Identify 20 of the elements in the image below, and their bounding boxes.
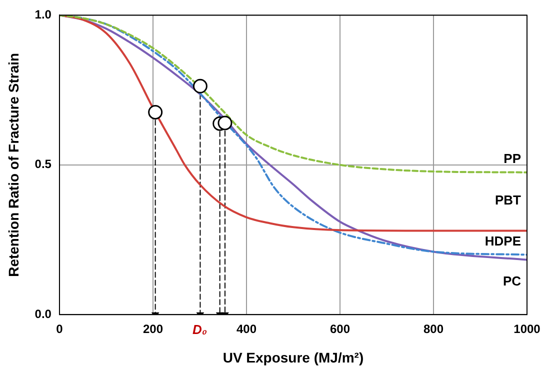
series-label: PP <box>504 150 522 166</box>
x-axis-title: UV Exposure (MJ/m²) <box>222 349 364 366</box>
x-tick-label: 200 <box>142 322 164 336</box>
series-label: HDPE <box>484 233 522 248</box>
y-tick-label: 0.5 <box>34 157 52 172</box>
y-tick-label: 1.0 <box>34 8 52 22</box>
x-tick-label: D₀ <box>192 322 208 337</box>
point <box>192 78 208 94</box>
x-tick-label: 1000 <box>514 322 541 336</box>
y-tick-label: 0.0 <box>34 306 52 321</box>
x-tick-label: 400 <box>236 322 257 336</box>
x-tick-label: 600 <box>330 322 350 336</box>
point <box>218 116 232 130</box>
series-label: PBT <box>495 192 522 208</box>
series-label: PC <box>502 273 522 288</box>
x-tick-label: 0 <box>56 322 64 336</box>
x-tick-label: 800 <box>423 322 444 336</box>
y-axis-title: Retention Ratio of Fracture Strain <box>5 52 22 277</box>
line-series <box>59 15 527 174</box>
point <box>148 104 163 120</box>
